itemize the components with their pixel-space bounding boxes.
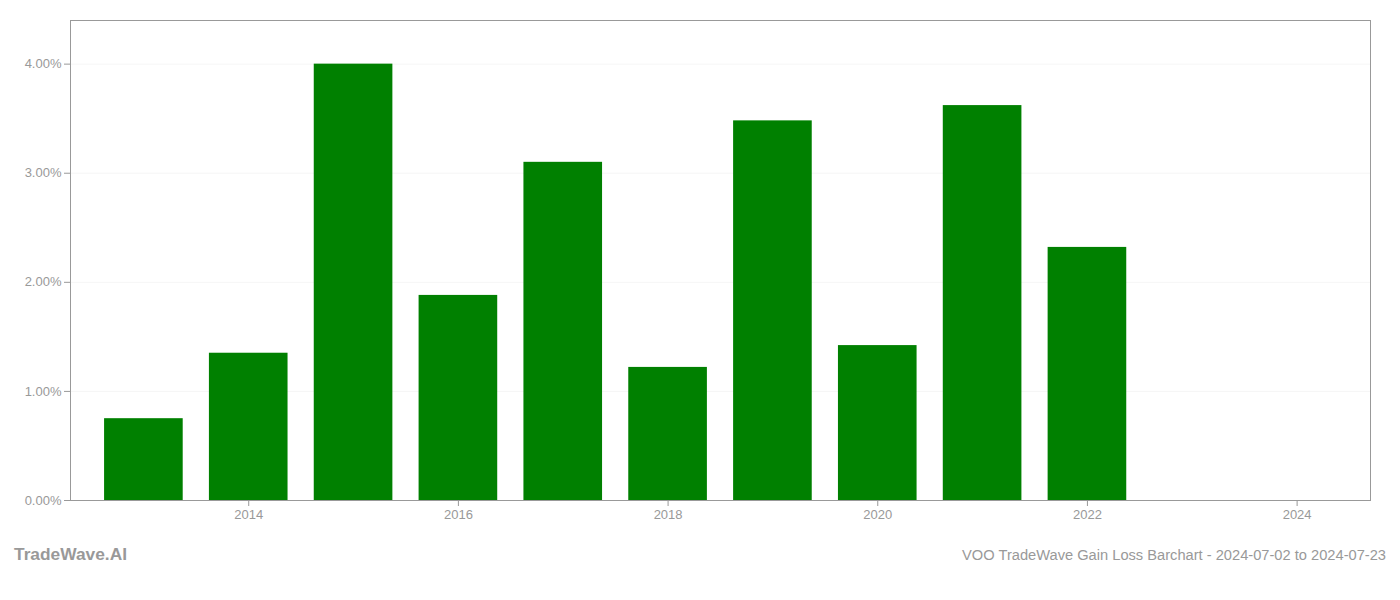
svg-text:2024: 2024 (1283, 507, 1312, 522)
html-text:TradeWave.AI: TradeWave.AI (14, 544, 127, 564)
svg-text:2018: 2018 (654, 507, 683, 522)
svg-text:2.00%: 2.00% (25, 274, 62, 289)
svg-text:2020: 2020 (863, 507, 892, 522)
svg-text:3.00%: 3.00% (25, 165, 62, 180)
svg-text:0.00%: 0.00% (25, 493, 62, 508)
svg-text:4.00%: 4.00% (25, 56, 62, 71)
html-text:VOO TradeWave Gain Loss Barcha: VOO TradeWave Gain Loss Barchart - 2024-… (962, 547, 1386, 563)
svg-text:2022: 2022 (1073, 507, 1102, 522)
svg-text:2014: 2014 (234, 507, 263, 522)
svg-text:2016: 2016 (444, 507, 473, 522)
svg-text:1.00%: 1.00% (25, 384, 62, 399)
